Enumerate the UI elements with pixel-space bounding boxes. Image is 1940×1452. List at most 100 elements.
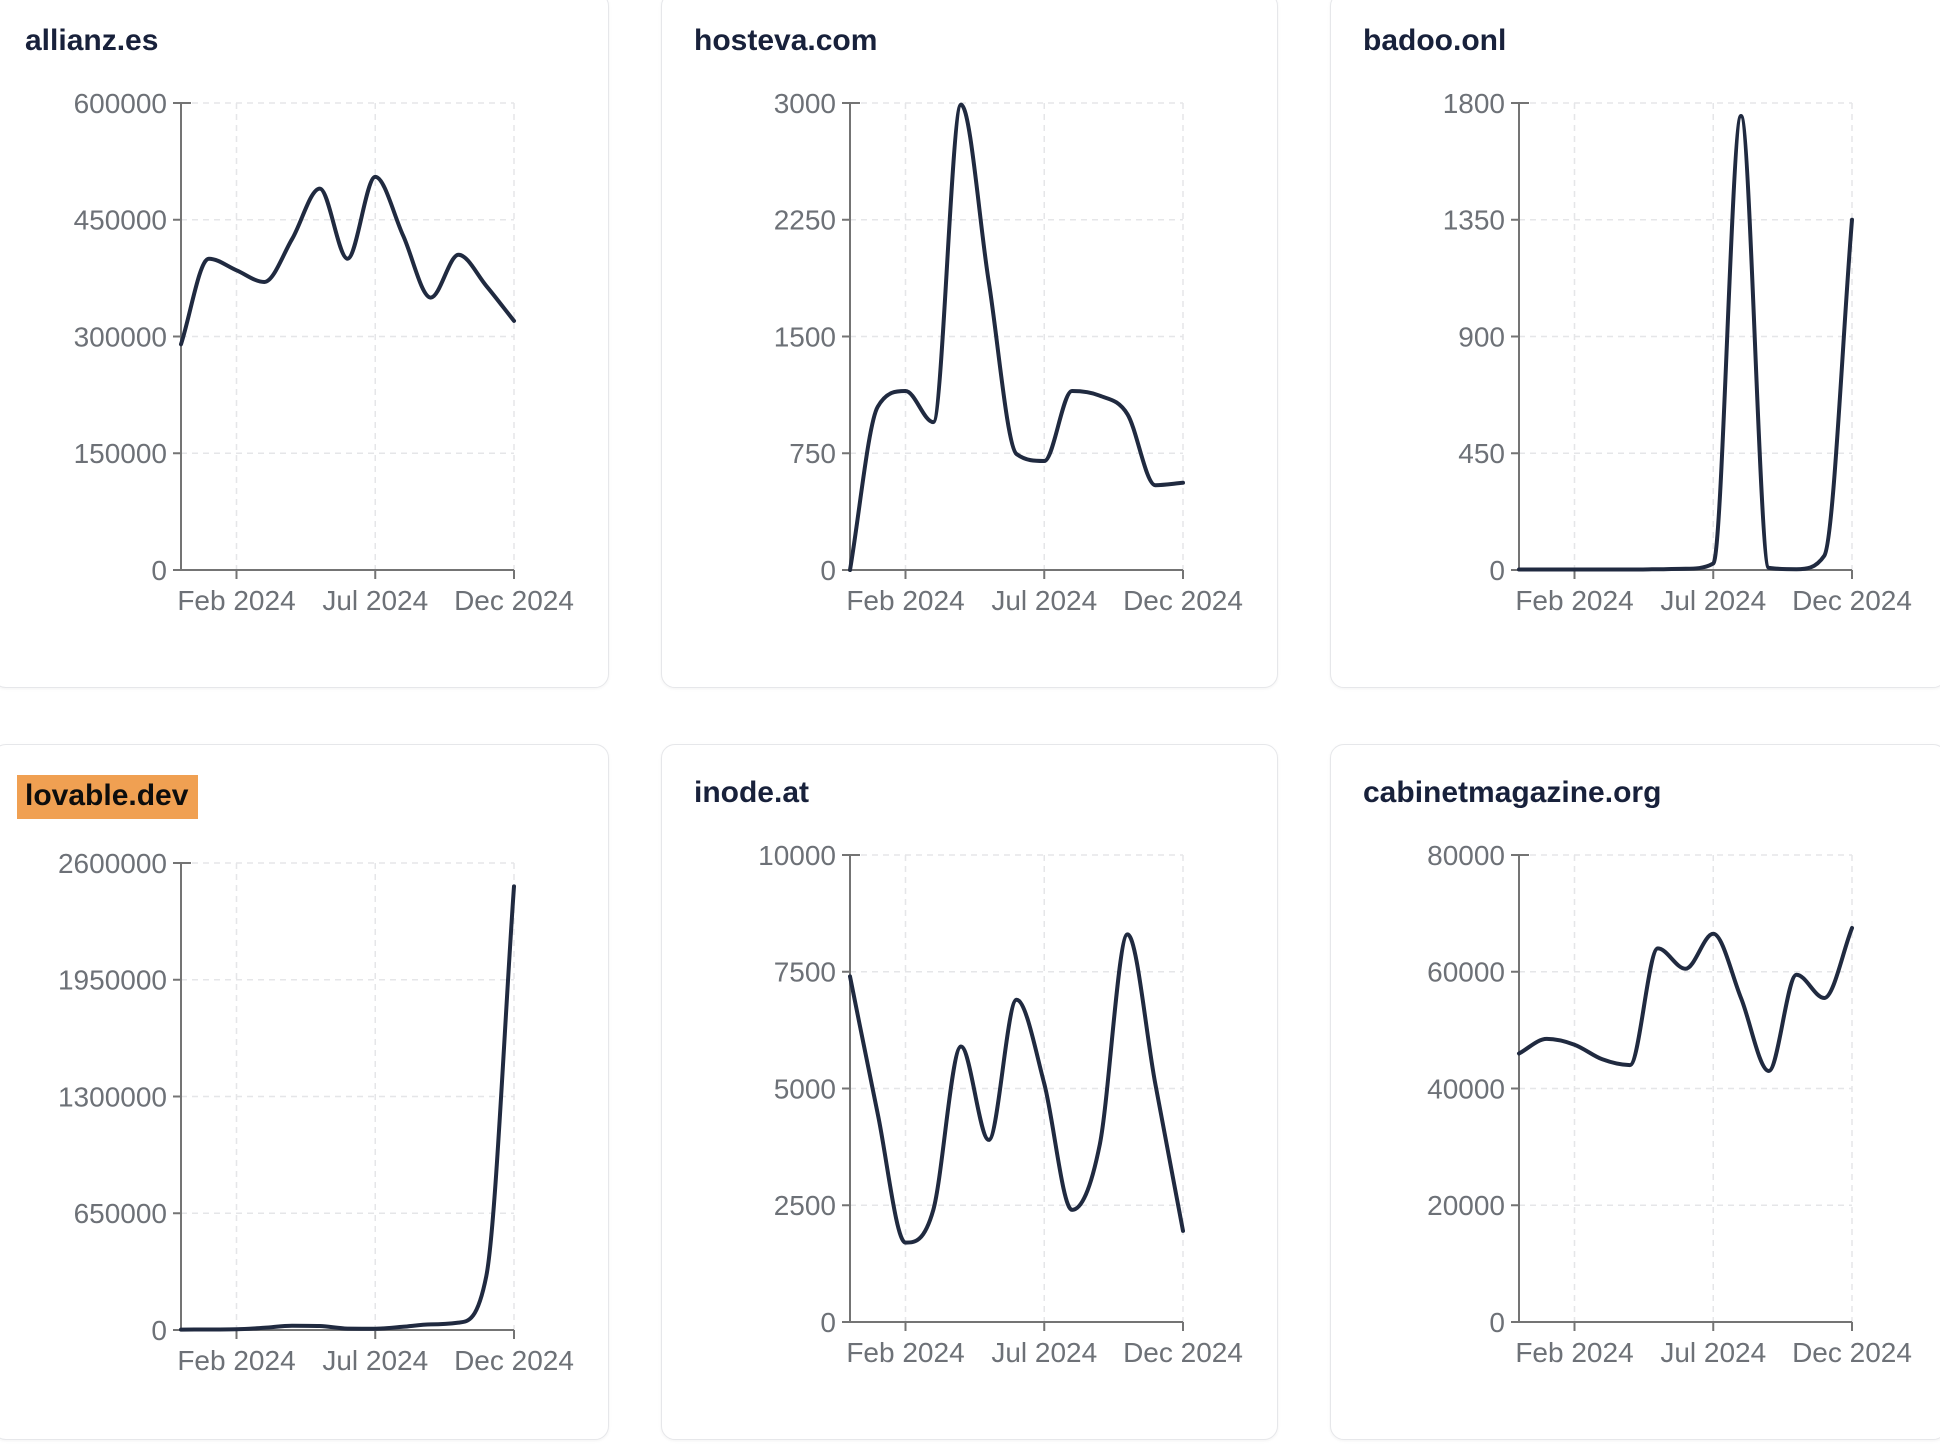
svg-text:60000: 60000 bbox=[1427, 957, 1505, 988]
svg-text:5000: 5000 bbox=[774, 1073, 836, 1104]
svg-text:Feb 2024: Feb 2024 bbox=[177, 585, 295, 616]
svg-text:1300000: 1300000 bbox=[58, 1081, 167, 1112]
gridlines bbox=[1519, 102, 1853, 570]
series-line bbox=[1517, 114, 1854, 572]
svg-text:Feb 2024: Feb 2024 bbox=[846, 585, 964, 616]
svg-text:3000: 3000 bbox=[774, 88, 836, 119]
svg-text:450000: 450000 bbox=[74, 205, 167, 236]
svg-text:Jul 2024: Jul 2024 bbox=[991, 1337, 1097, 1368]
chart-title: lovable.dev bbox=[17, 775, 576, 819]
chart-title-text: cabinetmagazine.org bbox=[1363, 776, 1662, 809]
chart-card: inode.at 0 2500 5000 7500 10000 Feb 2024 Jul 2… bbox=[661, 744, 1278, 1440]
svg-text:80000: 80000 bbox=[1427, 840, 1505, 871]
axes bbox=[1511, 102, 1853, 579]
series-line bbox=[179, 884, 516, 1332]
chart-title-text: hosteva.com bbox=[694, 24, 878, 57]
x-tick-labels: Feb 2024 Jul 2024 Dec 2024 bbox=[846, 585, 1243, 616]
axes bbox=[173, 102, 515, 579]
chart-title: hosteva.com bbox=[694, 23, 1245, 59]
svg-text:2600000: 2600000 bbox=[58, 848, 167, 879]
svg-text:650000: 650000 bbox=[74, 1198, 167, 1229]
svg-text:Dec 2024: Dec 2024 bbox=[1792, 1337, 1912, 1368]
y-tick-labels: 0 2500 5000 7500 10000 bbox=[758, 840, 836, 1338]
svg-text:Jul 2024: Jul 2024 bbox=[1660, 1337, 1766, 1368]
svg-text:Jul 2024: Jul 2024 bbox=[322, 585, 428, 616]
svg-text:1500: 1500 bbox=[774, 321, 836, 352]
svg-text:0: 0 bbox=[151, 1315, 167, 1346]
svg-text:Jul 2024: Jul 2024 bbox=[322, 1345, 428, 1376]
svg-text:2500: 2500 bbox=[774, 1190, 836, 1221]
chart-title-text: allianz.es bbox=[25, 24, 159, 57]
svg-text:300000: 300000 bbox=[74, 321, 167, 352]
chart-card: badoo.onl 0 450 900 1350 1800 Feb 2024 Jul 202… bbox=[1330, 0, 1940, 688]
chart-title: cabinetmagazine.org bbox=[1363, 775, 1914, 811]
line-chart: 0 650000 1300000 1950000 2600000 Feb 2024 Jul … bbox=[58, 848, 574, 1376]
line-chart: 0 450 900 1350 1800 Feb 2024 Jul 2024 Dec 2024 bbox=[1443, 88, 1912, 616]
svg-text:Feb 2024: Feb 2024 bbox=[1515, 1337, 1633, 1368]
svg-text:7500: 7500 bbox=[774, 957, 836, 988]
chart-card: cabinetmagazine.org 0 20000 40000 60000 8000… bbox=[1330, 744, 1940, 1440]
gridlines bbox=[181, 862, 515, 1330]
svg-text:20000: 20000 bbox=[1427, 1190, 1505, 1221]
svg-text:2250: 2250 bbox=[774, 205, 836, 236]
line-chart: 0 750 1500 2250 3000 Feb 2024 Jul 2024 Dec 2024 bbox=[774, 88, 1243, 616]
y-tick-labels: 0 650000 1300000 1950000 2600000 bbox=[58, 848, 167, 1346]
chart-card: allianz.es 0 150000 300000 450000 600000 Feb … bbox=[0, 0, 609, 688]
axes bbox=[173, 862, 515, 1339]
series-line bbox=[848, 932, 1185, 1245]
svg-text:Feb 2024: Feb 2024 bbox=[846, 1337, 964, 1368]
chart-title: badoo.onl bbox=[1363, 23, 1914, 59]
svg-text:Jul 2024: Jul 2024 bbox=[991, 585, 1097, 616]
svg-text:Jul 2024: Jul 2024 bbox=[1660, 585, 1766, 616]
svg-text:450: 450 bbox=[1458, 438, 1505, 469]
svg-text:40000: 40000 bbox=[1427, 1073, 1505, 1104]
svg-text:Dec 2024: Dec 2024 bbox=[1792, 585, 1912, 616]
chart-card: lovable.dev 0 650000 1300000 1950000 2600000… bbox=[0, 744, 609, 1440]
axes bbox=[842, 854, 1184, 1331]
svg-text:150000: 150000 bbox=[74, 438, 167, 469]
svg-text:Dec 2024: Dec 2024 bbox=[1123, 1337, 1243, 1368]
line-chart: 0 150000 300000 450000 600000 Feb 2024 Jul 202… bbox=[74, 88, 574, 616]
x-tick-labels: Feb 2024 Jul 2024 Dec 2024 bbox=[1515, 1337, 1912, 1368]
axes bbox=[842, 102, 1184, 579]
gridlines bbox=[850, 854, 1184, 1322]
gridlines bbox=[850, 102, 1184, 570]
chart-card: hosteva.com 0 750 1500 2250 3000 Feb 2024 Jul … bbox=[661, 0, 1278, 688]
gridlines bbox=[181, 102, 515, 570]
x-tick-labels: Feb 2024 Jul 2024 Dec 2024 bbox=[1515, 585, 1912, 616]
svg-text:1350: 1350 bbox=[1443, 205, 1505, 236]
svg-text:750: 750 bbox=[789, 438, 836, 469]
y-tick-labels: 0 750 1500 2250 3000 bbox=[774, 88, 836, 586]
x-tick-labels: Feb 2024 Jul 2024 Dec 2024 bbox=[846, 1337, 1243, 1368]
svg-text:1800: 1800 bbox=[1443, 88, 1505, 119]
chart-title-text: lovable.dev bbox=[17, 775, 199, 819]
x-tick-labels: Feb 2024 Jul 2024 Dec 2024 bbox=[177, 585, 574, 616]
svg-text:Feb 2024: Feb 2024 bbox=[1515, 585, 1633, 616]
chart-title: inode.at bbox=[694, 775, 1245, 811]
svg-text:1950000: 1950000 bbox=[58, 965, 167, 996]
series-line bbox=[1517, 926, 1854, 1073]
svg-text:600000: 600000 bbox=[74, 88, 167, 119]
line-chart: 0 20000 40000 60000 80000 Feb 2024 Jul 2024 Dec… bbox=[1427, 840, 1912, 1368]
axes bbox=[1511, 854, 1853, 1331]
svg-text:10000: 10000 bbox=[758, 840, 836, 871]
line-chart: 0 2500 5000 7500 10000 Feb 2024 Jul 2024 Dec 20… bbox=[758, 840, 1243, 1368]
y-tick-labels: 0 20000 40000 60000 80000 bbox=[1427, 840, 1505, 1338]
series-line bbox=[179, 174, 516, 347]
svg-text:0: 0 bbox=[1489, 1307, 1505, 1338]
chart-title-text: badoo.onl bbox=[1363, 24, 1507, 57]
svg-text:Feb 2024: Feb 2024 bbox=[177, 1345, 295, 1376]
series-line bbox=[848, 102, 1185, 572]
chart-title-text: inode.at bbox=[694, 776, 810, 809]
svg-text:0: 0 bbox=[151, 555, 167, 586]
svg-text:Dec 2024: Dec 2024 bbox=[1123, 585, 1243, 616]
x-tick-labels: Feb 2024 Jul 2024 Dec 2024 bbox=[177, 1345, 574, 1376]
gridlines bbox=[1519, 854, 1853, 1322]
chart-title: allianz.es bbox=[25, 23, 576, 59]
y-tick-labels: 0 150000 300000 450000 600000 bbox=[74, 88, 167, 586]
svg-text:Dec 2024: Dec 2024 bbox=[454, 1345, 574, 1376]
svg-text:0: 0 bbox=[820, 1307, 836, 1338]
svg-text:0: 0 bbox=[820, 555, 836, 586]
svg-text:0: 0 bbox=[1489, 555, 1505, 586]
